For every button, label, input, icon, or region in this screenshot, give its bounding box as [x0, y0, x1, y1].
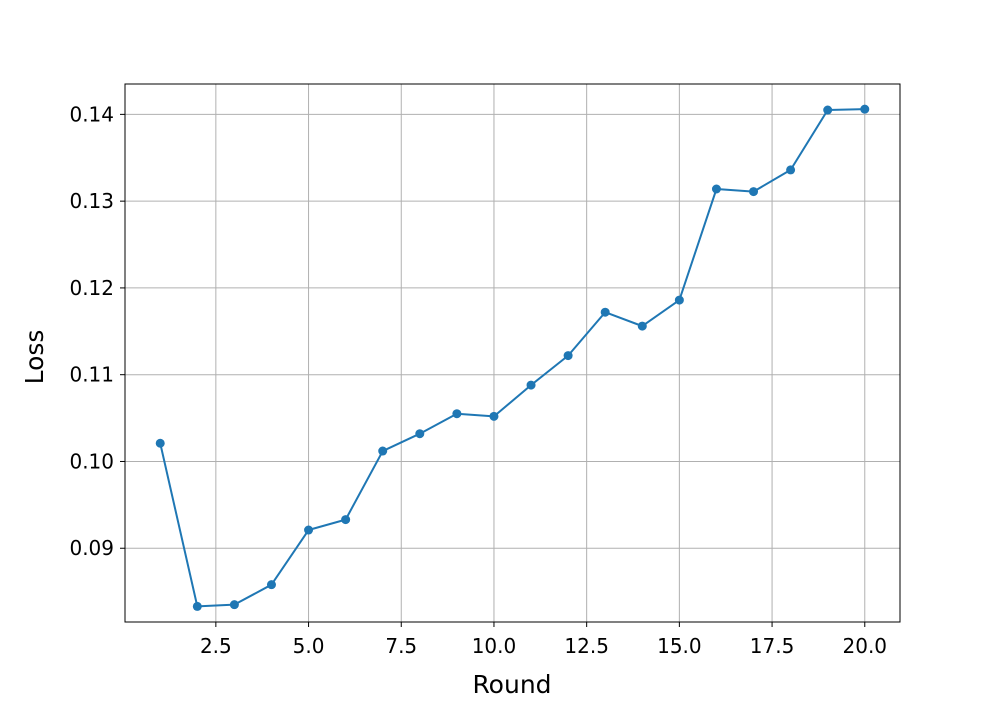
data-point	[304, 525, 314, 535]
data-point	[786, 165, 796, 175]
data-point	[711, 184, 721, 194]
x-tick-label: 5.0	[293, 634, 325, 658]
data-point	[823, 105, 833, 115]
data-point	[155, 438, 165, 448]
grid-lines	[125, 84, 900, 622]
data-point	[266, 580, 276, 590]
data-point	[415, 429, 425, 439]
data-point	[192, 601, 202, 611]
data-point	[674, 295, 684, 305]
data-point	[749, 187, 759, 197]
x-tick-label: 20.0	[843, 634, 888, 658]
data-point	[637, 321, 647, 331]
series-line	[159, 108, 865, 608]
x-tick-label: 15.0	[657, 634, 702, 658]
data-point	[600, 307, 610, 317]
y-tick-label: 0.12	[69, 276, 114, 300]
series-group	[155, 104, 870, 611]
data-point	[452, 409, 462, 419]
data-point	[378, 446, 388, 456]
y-axis-label: Loss	[20, 330, 49, 385]
data-point	[229, 600, 239, 610]
data-point	[341, 515, 351, 525]
tick-labels: 2.5 5.0 7.5 10.0 12.5 15.0 17.5 20.0 0.09 0.10 0.1…	[69, 102, 887, 658]
data-point	[526, 380, 536, 390]
y-tick-label: 0.13	[69, 189, 114, 213]
axis-ticks	[120, 113, 866, 627]
x-tick-label: 10.0	[472, 634, 517, 658]
x-tick-label: 7.5	[385, 634, 417, 658]
data-point	[489, 411, 499, 421]
data-point	[563, 351, 573, 361]
x-tick-label: 2.5	[200, 634, 232, 658]
plot-frame	[124, 83, 901, 623]
y-tick-label: 0.10	[69, 449, 114, 473]
x-tick-label: 12.5	[564, 634, 609, 658]
y-tick-label: 0.11	[69, 363, 114, 387]
data-point	[860, 104, 870, 114]
x-axis-label: Round	[472, 670, 551, 699]
y-tick-label: 0.14	[69, 102, 114, 126]
y-tick-label: 0.09	[69, 536, 114, 560]
x-tick-label: 17.5	[750, 634, 795, 658]
